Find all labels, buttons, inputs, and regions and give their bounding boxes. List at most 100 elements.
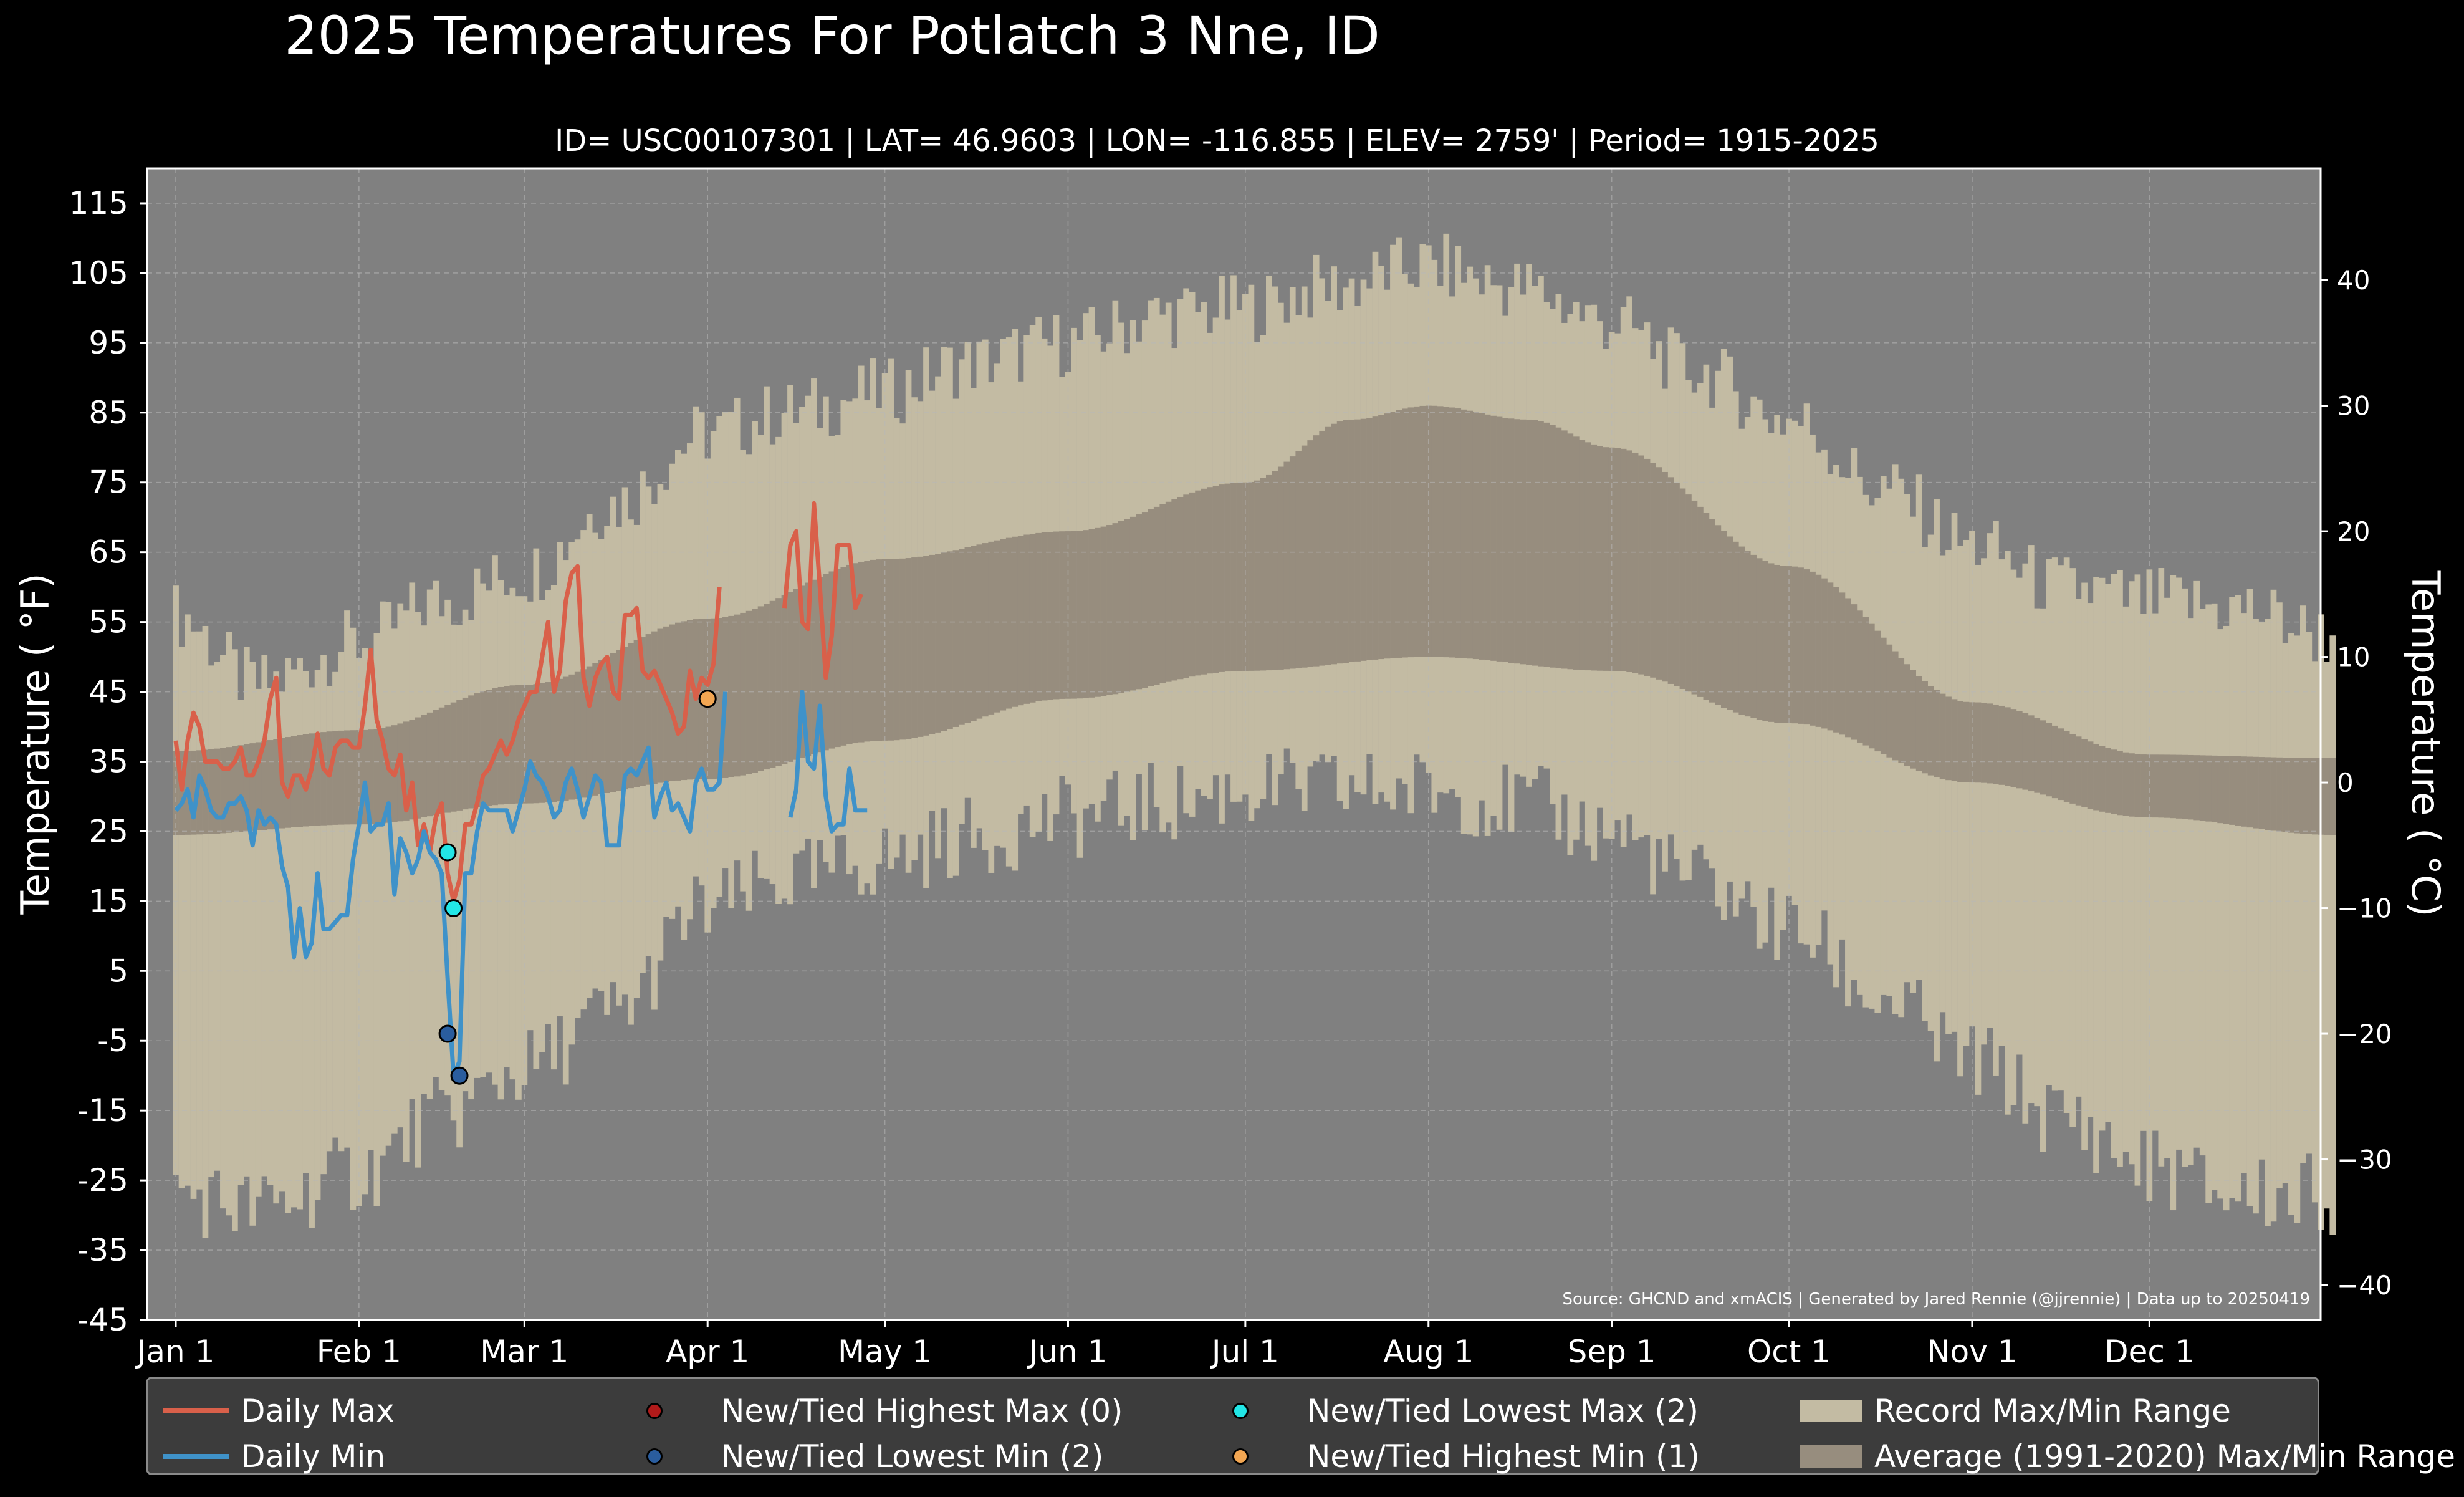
normal-range-bar — [621, 647, 628, 790]
normal-range-bar — [2241, 756, 2247, 827]
normal-range-bar — [1153, 506, 1160, 685]
normal-range-bar — [1945, 696, 1952, 781]
normal-range-bar — [2170, 754, 2177, 819]
normal-range-bar — [899, 558, 906, 740]
x-tick-label: Feb 1 — [317, 1334, 401, 1370]
normal-range-bar — [1892, 651, 1899, 761]
normal-range-bar — [1981, 703, 1987, 783]
record-range-bar — [2265, 619, 2271, 1226]
normal-range-bar — [1248, 481, 1255, 671]
normal-range-bar — [1266, 474, 1272, 671]
record-range-bar — [314, 670, 321, 1200]
normal-range-bar — [2158, 754, 2165, 818]
x-tick-label: Jul 1 — [1210, 1334, 1279, 1370]
normal-range-bar — [1372, 416, 1379, 660]
record-range-bar — [2063, 557, 2070, 1113]
record-range-bar — [2241, 613, 2247, 1173]
normal-range-bar — [320, 732, 327, 826]
normal-range-bar — [947, 551, 953, 729]
y-tick-label: -45 — [77, 1302, 128, 1338]
record-range-bar — [297, 658, 303, 1210]
normal-range-bar — [1555, 427, 1562, 668]
normal-range-bar — [2117, 751, 2123, 816]
record-range-bar — [1927, 534, 1934, 1031]
record-range-bar — [409, 582, 416, 1099]
normal-range-bar — [1939, 693, 1946, 779]
normal-range-bar — [1603, 447, 1609, 671]
normal-range-bar — [1662, 471, 1668, 682]
legend-line-swatch — [163, 1454, 229, 1459]
normal-range-bar — [196, 750, 203, 835]
normal-range-bar — [550, 680, 557, 802]
record-range-bar — [403, 610, 410, 1162]
record-range-bar — [237, 700, 244, 1185]
normal-range-bar — [350, 730, 357, 825]
normal-range-bar — [1815, 574, 1822, 727]
record-range-bar — [332, 671, 338, 1138]
legend-dot-swatch — [1232, 1448, 1249, 1465]
normal-range-bar — [1898, 658, 1905, 764]
record-range-bar — [397, 603, 404, 1128]
record-range-bar — [2087, 603, 2094, 1117]
normal-range-bar — [2040, 720, 2046, 795]
normal-range-bar — [858, 561, 865, 743]
record-range-bar — [185, 614, 191, 1186]
record-range-bar — [492, 555, 498, 1085]
y-tick-label-right: 0 — [2337, 768, 2354, 798]
y-tick-label: 35 — [89, 743, 128, 779]
normal-range-bar — [1384, 413, 1391, 659]
normal-range-bar — [1880, 637, 1887, 754]
legend-patch-swatch — [1800, 1400, 1862, 1422]
record-range-bar — [202, 625, 209, 1238]
normal-range-bar — [2258, 757, 2265, 829]
normal-range-bar — [2205, 755, 2212, 822]
normal-range-bar — [1922, 681, 1928, 774]
normal-range-bar — [438, 707, 445, 814]
normal-range-bar — [971, 546, 977, 721]
normal-range-bar — [1083, 530, 1089, 698]
legend-label: Average (1991-2020) Max/Min Range — [1874, 1438, 2455, 1475]
normal-range-bar — [1727, 536, 1733, 710]
normal-range-bar — [1195, 490, 1201, 676]
y-tick-label-right: 40 — [2337, 265, 2370, 296]
legend-dot-swatch — [646, 1448, 663, 1465]
normal-range-bar — [2134, 754, 2141, 817]
normal-range-bar — [2329, 758, 2336, 835]
normal-range-bar — [1301, 445, 1308, 668]
source-note: Source: GHCND and xmACIS | Generated by … — [1562, 1290, 2310, 1309]
normal-range-bar — [1638, 455, 1644, 675]
record-range-bar — [267, 688, 274, 1185]
normal-range-bar — [1904, 664, 1910, 766]
normal-range-bar — [586, 666, 593, 797]
normal-range-bar — [1283, 461, 1290, 670]
record-range-bar — [214, 662, 221, 1171]
normal-range-bar — [1821, 578, 1828, 729]
y-tick-label: 25 — [89, 813, 128, 849]
normal-range-bar — [1915, 676, 1922, 771]
normal-range-bar — [444, 705, 451, 813]
normal-range-bar — [1071, 531, 1077, 699]
normal-range-bar — [846, 564, 853, 744]
normal-range-bar — [1691, 500, 1698, 695]
normal-range-bar — [1656, 467, 1662, 680]
normal-range-bar — [752, 609, 758, 773]
normal-range-bar — [220, 748, 226, 834]
record-range-bar — [1874, 498, 1881, 1013]
normal-range-bar — [1886, 644, 1893, 758]
normal-range-bar — [533, 684, 540, 804]
normal-range-bar — [1526, 419, 1532, 665]
normal-range-bar — [1857, 610, 1863, 743]
normal-range-bar — [1762, 561, 1769, 721]
normal-range-bar — [1319, 430, 1326, 666]
normal-range-bar — [628, 643, 634, 789]
normal-range-bar — [1159, 504, 1166, 684]
normal-range-bar — [2051, 725, 2058, 799]
record-range-bar — [2010, 569, 2017, 1105]
y-tick-label: -25 — [77, 1162, 128, 1198]
normal-range-bar — [1744, 551, 1751, 717]
y-tick-label: -35 — [77, 1232, 128, 1268]
normal-range-bar — [681, 621, 688, 781]
normal-range-bar — [787, 592, 793, 762]
y-tick-label-right: −40 — [2337, 1270, 2392, 1301]
